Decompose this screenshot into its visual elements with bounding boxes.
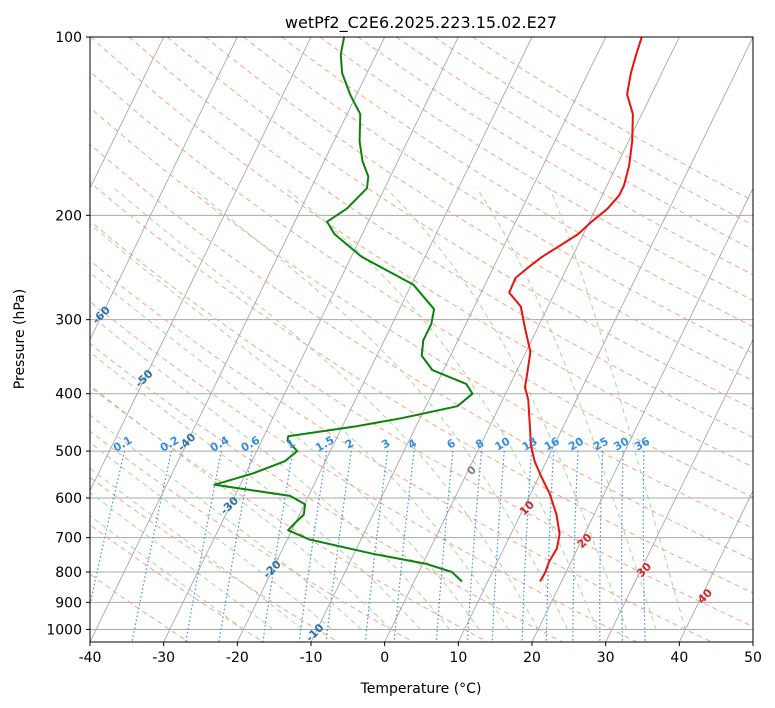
moist-adiabat-line (90, 467, 303, 630)
moist-adiabat-line (90, 414, 362, 630)
dry-adiabat-line (90, 342, 563, 642)
mixing-ratio-line (131, 450, 172, 642)
isotherms (90, 37, 753, 642)
mixing-ratio-line (364, 451, 389, 642)
dewpoint-series-line (213, 37, 474, 583)
mixing-ratio-line (393, 451, 415, 642)
dry-adiabat-line (90, 260, 712, 642)
plot-area: 0.10.20.40.611.52346810131620253036-100-… (90, 37, 753, 642)
y-tick-label: 200 (55, 208, 82, 224)
x-tick-label: -20 (226, 650, 249, 666)
moist-adiabat-line (90, 272, 480, 630)
dry-adiabat-line (243, 37, 753, 354)
x-tick-label: -30 (152, 650, 175, 666)
mixing-ratio-line (218, 450, 253, 642)
temperature-series-line (508, 37, 643, 582)
dry-adiabat-line (90, 181, 753, 594)
isotherm-line (531, 187, 753, 642)
isotherm-line (236, 37, 533, 642)
dry-adiabat-line (90, 476, 339, 642)
isotherm-line (90, 37, 312, 492)
moist-adiabat-line (90, 442, 333, 630)
dry-adiabat-line (166, 37, 753, 410)
y-tick-label: 600 (55, 491, 82, 507)
moist-adiabat-line (90, 314, 451, 630)
isotherm-line (90, 37, 238, 341)
y-axis-label: Pressure (hPa) (12, 289, 28, 389)
y-tick-label: 900 (55, 595, 82, 611)
dry-adiabat-line (281, 37, 753, 328)
dry-adiabat-line (90, 37, 753, 468)
moist-adiabat-line (192, 187, 569, 630)
chart-title: wetPf2_C2E6.2025.223.15.02.E27 (285, 13, 557, 33)
dry-adiabat-line (90, 106, 753, 529)
isotherm-line (678, 489, 753, 642)
gridlines (90, 37, 753, 630)
dry-adiabat-line (434, 37, 753, 226)
isotherm-line (457, 37, 753, 642)
sounding-series (213, 37, 643, 583)
isotherm-line (310, 37, 607, 642)
moist-adiabat-line (90, 223, 510, 630)
moist-adiabat-line (549, 188, 686, 630)
x-axis-ticks: -40 -30 -20 -10 0 10 20 30 40 50 (79, 642, 762, 666)
x-tick-label: 40 (670, 650, 688, 666)
mixing-ratio-line (90, 450, 126, 608)
isotherm-line (605, 338, 753, 642)
moist-adiabat-line (385, 187, 627, 630)
x-axis-label: Temperature (°C) (360, 681, 482, 697)
dry-adiabat-line (128, 37, 753, 439)
y-tick-label: 300 (55, 313, 82, 329)
x-tick-label: 10 (449, 650, 467, 666)
x-tick-label: 20 (523, 650, 541, 666)
y-tick-label: 400 (55, 387, 82, 403)
y-tick-label: 1000 (46, 622, 82, 638)
isotherm-line (163, 37, 459, 642)
moist-adiabat-line (90, 491, 274, 630)
y-axis-ticks: 100 200 300 400 500 600 700 800 900 1000 (46, 30, 90, 638)
y-tick-label: 500 (55, 444, 82, 460)
y-tick-label: 100 (55, 30, 82, 46)
x-tick-label: 30 (597, 650, 615, 666)
dry-adiabat-line (357, 37, 753, 276)
y-tick-label: 800 (55, 565, 82, 581)
x-tick-label: -40 (79, 650, 102, 666)
dry-adiabat-line (90, 220, 753, 628)
dry-adiabat-line (472, 37, 753, 202)
mixing-ratio-line (298, 451, 328, 642)
mixing-ratio-line (262, 451, 294, 642)
isotherm-line (384, 37, 680, 642)
x-tick-label: -10 (300, 650, 323, 666)
x-tick-label: 0 (380, 650, 389, 666)
mixing-ratio-line (185, 450, 222, 642)
moist-adiabat-line (90, 384, 392, 630)
isotherm-line (90, 37, 386, 642)
dry-adiabat-line (90, 430, 414, 642)
dry-adiabat-line (90, 300, 638, 642)
x-tick-label: 50 (744, 650, 762, 666)
y-tick-label: 700 (55, 531, 82, 547)
moist-adiabat-line (90, 351, 421, 630)
isotherm-line (90, 37, 165, 190)
plot-frame (89, 36, 754, 643)
moist-adiabat-line (90, 515, 244, 630)
